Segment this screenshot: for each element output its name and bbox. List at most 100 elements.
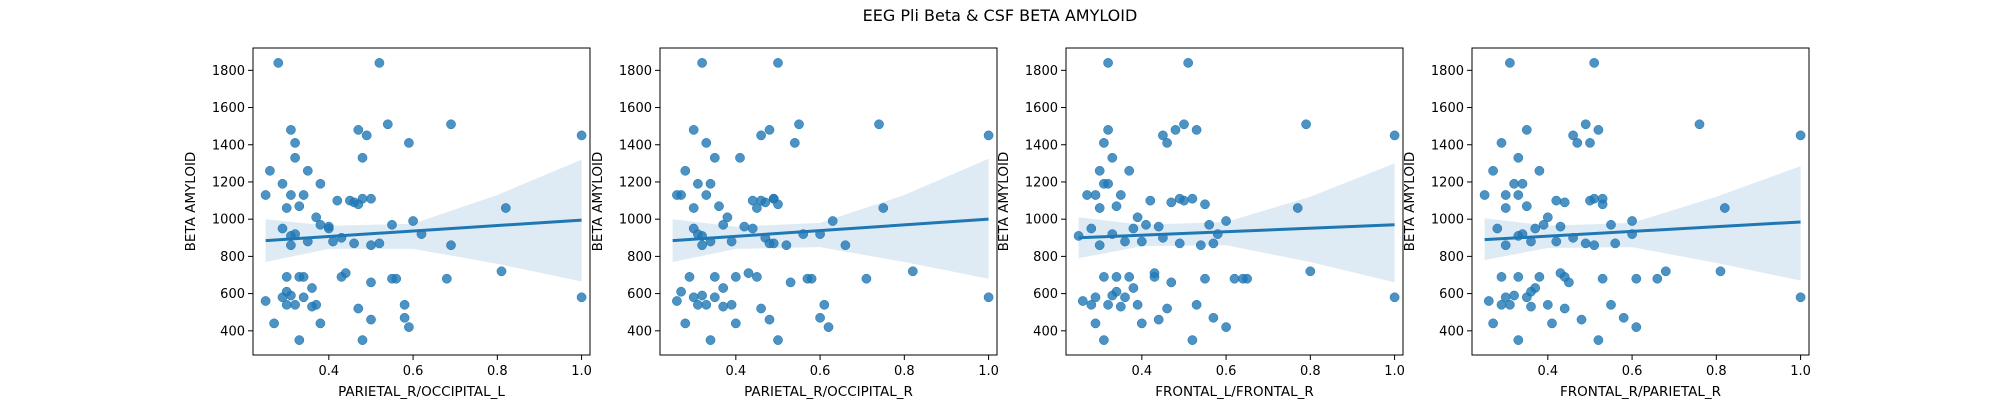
- y-tick-label: 400: [1033, 324, 1058, 339]
- data-point: [1589, 240, 1600, 251]
- data-point: [1534, 272, 1545, 282]
- data-point: [353, 303, 364, 314]
- data-point: [1660, 266, 1671, 277]
- data-point: [1195, 240, 1206, 251]
- y-tick-label: 400: [220, 324, 245, 339]
- data-point: [1551, 195, 1562, 206]
- data-point: [1618, 312, 1629, 323]
- y-tick-label: 800: [1033, 250, 1058, 265]
- data-point: [789, 138, 800, 148]
- data-point: [1488, 318, 1498, 329]
- data-point: [709, 292, 720, 303]
- data-point: [311, 212, 322, 223]
- data-point: [693, 299, 703, 310]
- data-point: [286, 240, 296, 251]
- data-point: [1170, 125, 1181, 135]
- data-point: [323, 223, 334, 234]
- data-point: [819, 299, 830, 310]
- y-tick-label: 600: [1033, 287, 1058, 302]
- data-point: [983, 292, 994, 303]
- data-point: [773, 335, 783, 345]
- data-point: [680, 318, 691, 329]
- data-point: [1103, 125, 1113, 135]
- data-point: [1606, 219, 1616, 230]
- y-tick-label: 1400: [212, 138, 245, 153]
- x-tick-label: 0.4: [1537, 364, 1558, 379]
- data-point: [1229, 273, 1240, 284]
- data-point: [1191, 299, 1202, 310]
- axes-frame: [1065, 47, 1404, 356]
- data-point: [1082, 190, 1092, 200]
- data-point: [315, 318, 326, 329]
- data-point: [281, 286, 292, 297]
- x-tick-label: 0.4: [1131, 364, 1152, 379]
- x-tick-label: 0.8: [894, 364, 915, 379]
- data-point: [290, 138, 300, 148]
- y-tick-label: 1800: [1025, 64, 1058, 79]
- y-tick-label: 1200: [212, 175, 245, 190]
- data-point: [290, 152, 300, 163]
- data-point: [756, 130, 766, 141]
- data-point: [576, 292, 587, 303]
- y-tick-label: 800: [627, 250, 652, 265]
- data-point: [680, 165, 691, 176]
- data-point: [1099, 138, 1109, 148]
- data-point: [1542, 299, 1553, 310]
- data-point: [1513, 335, 1524, 345]
- y-tick-label: 800: [220, 250, 245, 265]
- data-point: [735, 152, 745, 163]
- data-point: [1521, 125, 1532, 135]
- data-point: [366, 314, 376, 325]
- data-point: [743, 268, 754, 278]
- data-point: [1200, 199, 1210, 210]
- data-point: [404, 322, 414, 332]
- data-point: [286, 125, 296, 135]
- data-point: [281, 299, 292, 310]
- data-point: [1132, 212, 1143, 223]
- regression-line: [265, 218, 582, 243]
- data-point: [1593, 335, 1604, 345]
- data-point: [1559, 303, 1570, 314]
- data-point: [747, 195, 758, 206]
- data-point: [281, 272, 292, 282]
- data-point: [1132, 299, 1143, 310]
- data-point: [1158, 130, 1168, 141]
- data-point: [399, 299, 410, 310]
- data-point: [1606, 299, 1616, 310]
- data-point: [307, 301, 317, 312]
- data-point: [382, 119, 393, 130]
- axes-frame: [659, 47, 998, 356]
- data-point: [983, 130, 994, 141]
- data-point: [1099, 335, 1109, 345]
- x-tick-label: 0.8: [1300, 364, 1321, 379]
- data-point: [1715, 266, 1726, 277]
- y-axis-label: BETA AMYLOID: [183, 152, 199, 252]
- subplot-3: 0.4 0.6 0.8 1.0 400 600 800 1000 1200 1400 1600 180…: [996, 47, 1405, 400]
- data-point: [764, 125, 775, 135]
- y-tick-label: 400: [627, 324, 652, 339]
- data-point: [277, 223, 288, 234]
- y-tick-label: 1400: [1025, 138, 1058, 153]
- data-point: [273, 58, 284, 68]
- data-point: [718, 283, 729, 293]
- data-point: [747, 223, 758, 234]
- data-point: [1204, 219, 1215, 230]
- x-tick-label: 0.6: [1216, 364, 1237, 379]
- data-point: [286, 190, 296, 200]
- data-point: [697, 290, 707, 301]
- x-tick-label: 0.8: [487, 364, 508, 379]
- data-point: [756, 303, 766, 314]
- data-point: [1191, 125, 1202, 135]
- data-point: [756, 195, 766, 206]
- data-point: [827, 216, 838, 226]
- x-axis-label: PARIETAL_R/OCCIPITAL_R: [744, 384, 913, 400]
- data-point: [823, 322, 834, 332]
- data-point: [1179, 195, 1189, 206]
- data-point: [298, 292, 309, 303]
- data-point: [446, 240, 456, 251]
- data-point: [840, 240, 851, 251]
- y-tick-label: 600: [627, 287, 652, 302]
- data-point: [1597, 199, 1608, 210]
- data-point: [307, 283, 317, 293]
